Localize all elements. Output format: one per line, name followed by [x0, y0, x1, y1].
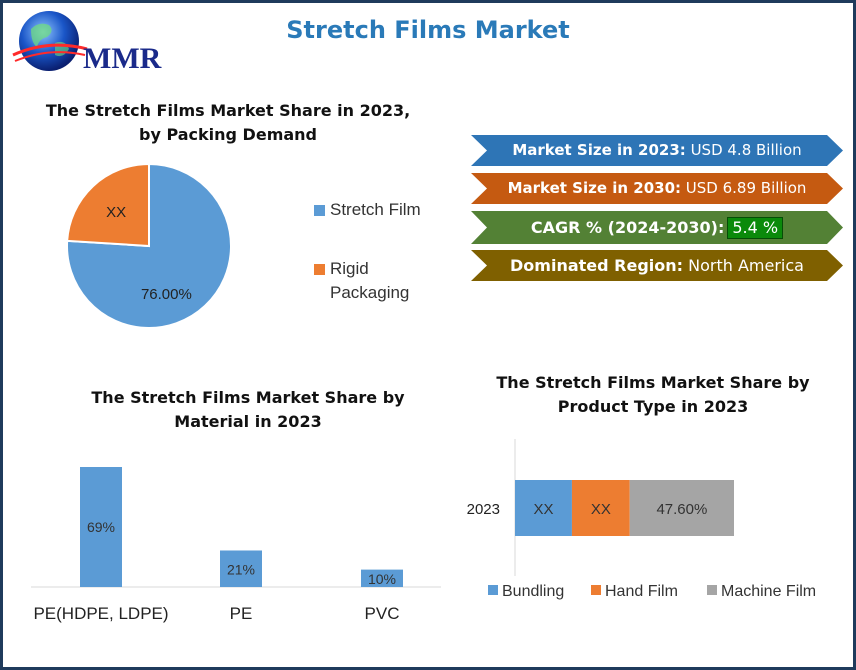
legend-label-stretch-film: Stretch Film [330, 200, 421, 219]
pie-data-label: 76.00% [141, 286, 192, 303]
bar-category-label: PVC [365, 604, 400, 623]
bar-1 [80, 467, 122, 587]
bar-data-label: 21% [227, 561, 255, 577]
y-category-label: 2023 [467, 501, 500, 518]
stack-data-label: XX [533, 501, 553, 518]
logo: MMR [9, 9, 169, 75]
banner-market-size-2023: Market Size in 2023: USD 4.8 Billion [471, 135, 843, 166]
material-chart-title: The Stretch Films Market Share by Materi… [91, 388, 405, 431]
bar-category-label: PE [230, 604, 253, 623]
page-title: Stretch Films Market [286, 16, 570, 44]
legend-swatch [707, 585, 717, 595]
pie-chart: 76.00% XX [66, 162, 232, 329]
legend-label: Hand Film [605, 583, 678, 600]
logo-text: MMR [83, 42, 162, 75]
pie-data-label: XX [106, 204, 126, 221]
pie-slice-rigid-packaging [66, 162, 150, 248]
legend-swatch-rigid-packaging [314, 264, 325, 275]
globe-icon [12, 11, 88, 71]
legend-label: Machine Film [721, 583, 816, 600]
material-bar-chart: 69% PE(HDPE, LDPE) 21% PE 10% PVC [31, 467, 441, 623]
bar-2 [220, 550, 262, 587]
banner-market-size-2030: Market Size in 2030: USD 6.89 Billion [471, 173, 843, 204]
pie-title-line-1: The Stretch Films Market Share in 2023, [45, 101, 411, 120]
legend-swatch [488, 585, 498, 595]
bar-data-label: 69% [87, 519, 115, 535]
bar-category-label: PE(HDPE, LDPE) [33, 604, 168, 623]
legend-swatch-stretch-film [314, 205, 325, 216]
product-type-chart-title: The Stretch Films Market Share by Produc… [496, 373, 810, 416]
bar-3 [361, 569, 403, 587]
banner-dominated-region: Dominated Region: North America [471, 250, 843, 281]
legend-swatch [591, 585, 601, 595]
stack-segment-hand-film [571, 480, 630, 536]
stack-segment-machine-film [629, 480, 734, 536]
product-type-stacked-bar-chart: 2023 XX XX 47.60% Bundling Hand Film Machine F… [467, 439, 816, 600]
pie-chart-title: The Stretch Films Market Share in 2023, … [43, 99, 413, 147]
legend-label: Bundling [502, 583, 564, 600]
pie-title-line-2: by Packing Demand [138, 125, 317, 144]
stack-data-label: XX [591, 501, 611, 518]
legend-label-rigid-packaging: Rigid Packaging [330, 259, 410, 302]
bar-data-label: 10% [368, 571, 396, 587]
cagr-value-badge: 5.4 % [727, 217, 784, 239]
banner-cagr: CAGR % (2024-2030): 5.4 % [471, 211, 843, 244]
stack-segment-bundling [515, 480, 572, 536]
stack-data-label: 47.60% [656, 501, 707, 518]
